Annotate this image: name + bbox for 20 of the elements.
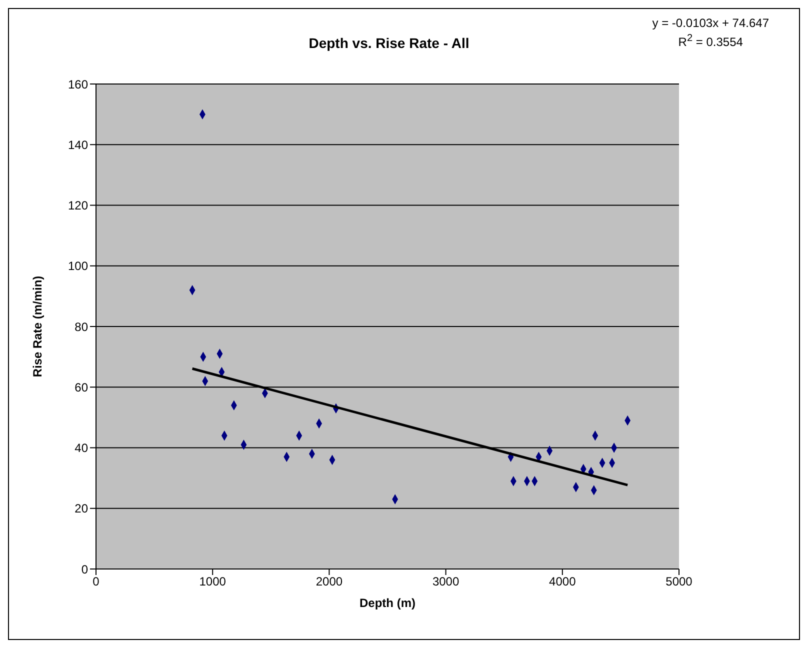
x-tick-label: 2000 (316, 574, 343, 589)
x-tick-label: 1000 (199, 574, 226, 589)
y-axis-title: Rise Rate (m/min) (30, 276, 44, 378)
chart-title: Depth vs. Rise Rate - All (308, 35, 470, 51)
x-tick-label: 3000 (432, 574, 460, 589)
y-tick-label: 40 (74, 441, 88, 456)
x-tick-label: 0 (92, 574, 100, 589)
x-tick-label: 4000 (549, 574, 576, 589)
y-tick-label: 60 (74, 380, 88, 394)
text: R$^{2}$ = 0.3554 (677, 32, 744, 50)
y-tick-label: 0 (81, 562, 88, 576)
y-tick-label: 20 (74, 502, 88, 516)
x-axis-title: Depth (m) (360, 596, 416, 610)
y-tick-label: 80 (74, 320, 88, 334)
y-tick-label: 140 (68, 138, 88, 152)
y-tick-label: 120 (68, 198, 88, 213)
y-tick-label: 160 (68, 77, 88, 92)
text: y = -0.0103x + 74.647 (652, 15, 769, 31)
y-tick-label: 100 (68, 259, 88, 274)
x-tick-label: 5000 (666, 574, 693, 589)
